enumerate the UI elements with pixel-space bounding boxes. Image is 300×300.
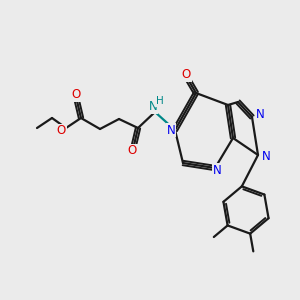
Text: O: O [128,145,136,158]
Text: N: N [213,164,221,176]
Text: N: N [167,124,176,136]
Text: O: O [56,124,66,137]
Text: N: N [256,109,264,122]
Text: O: O [182,68,190,82]
Text: O: O [71,88,81,101]
Text: N: N [148,100,158,113]
Text: H: H [156,96,164,106]
Text: N: N [262,149,270,163]
